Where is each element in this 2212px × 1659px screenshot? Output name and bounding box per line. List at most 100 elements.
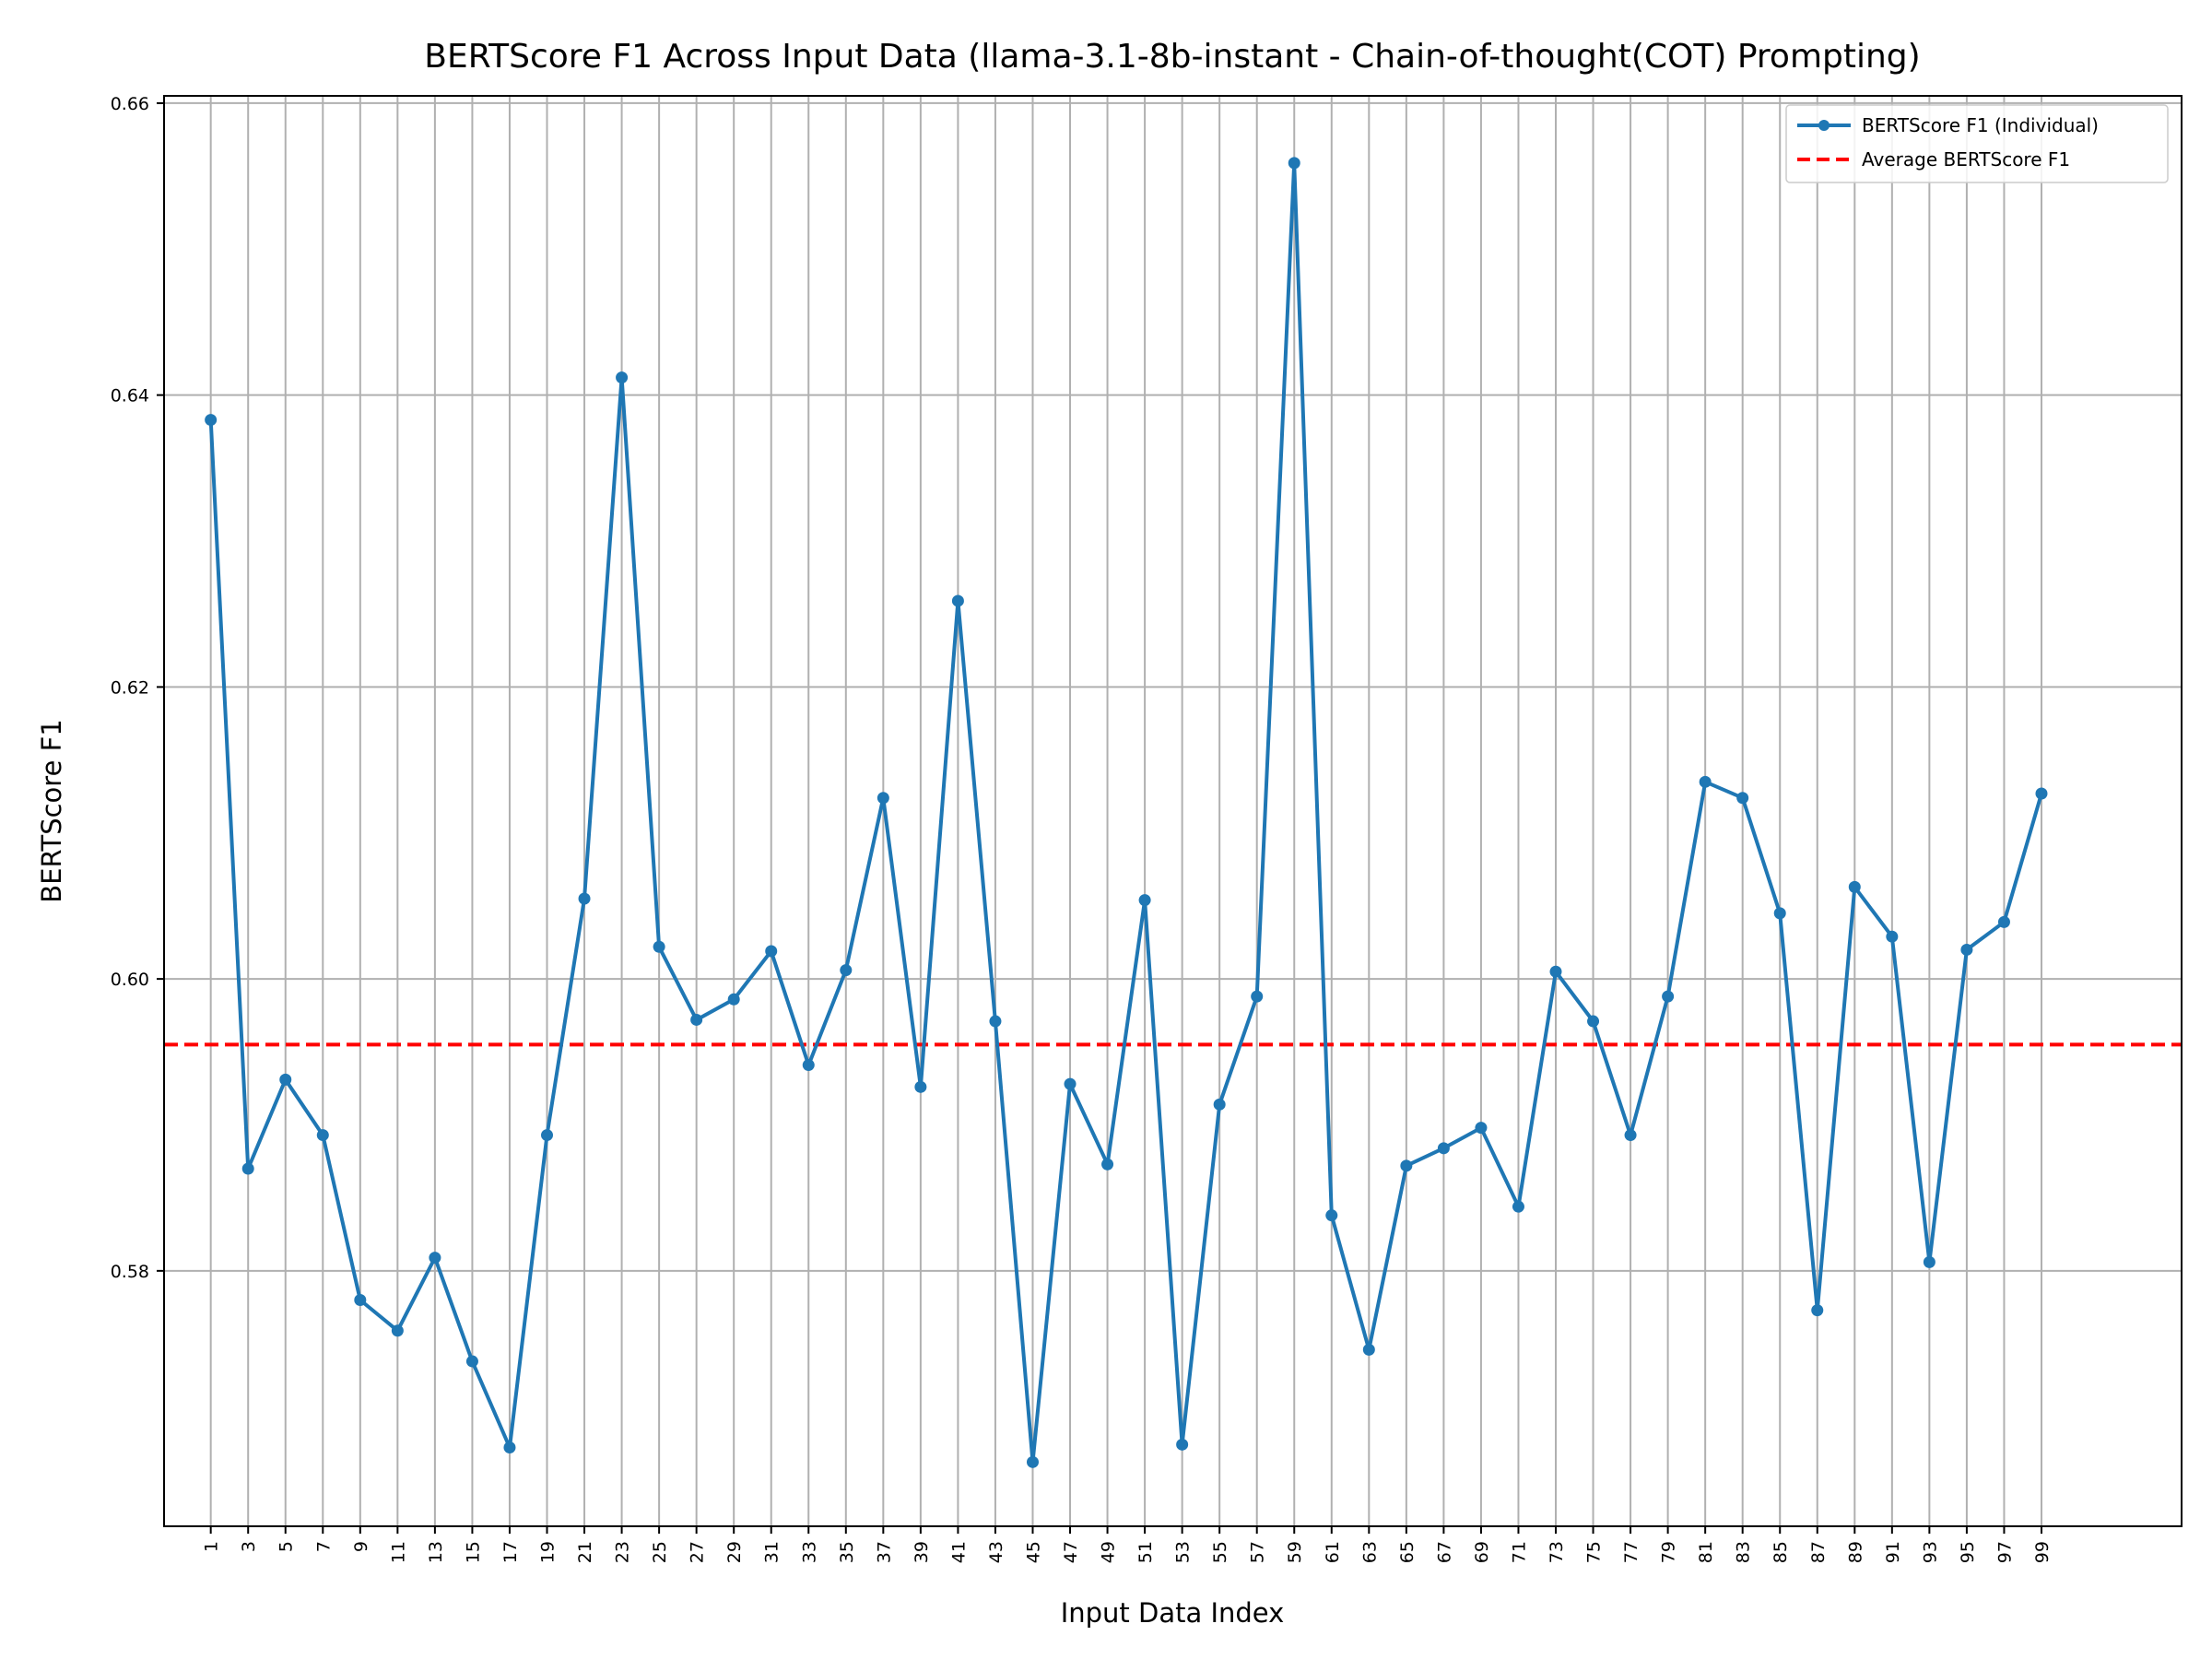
data-point xyxy=(1064,1077,1077,1090)
x-tick-label: 21 xyxy=(575,1541,595,1563)
data-point xyxy=(205,414,218,427)
x-tick-label: 35 xyxy=(837,1541,857,1563)
data-point xyxy=(1848,880,1861,893)
data-point xyxy=(989,1015,1002,1028)
chart-legend: BERTScore F1 (Individual) Average BERTSc… xyxy=(1785,104,2169,183)
x-tick-label: 65 xyxy=(1397,1541,1418,1563)
data-point xyxy=(1549,965,1562,978)
data-point xyxy=(877,792,889,805)
x-tick-label: 55 xyxy=(1210,1541,1230,1563)
x-tick-label: 49 xyxy=(1099,1541,1119,1563)
x-tick-label: 45 xyxy=(1023,1541,1043,1563)
x-tick-label: 19 xyxy=(538,1541,559,1563)
x-axis-ticks: 1 3 5 7 9 11 13 15 17 19 21 23 25 27 29 31 33 35 37 39 41 43 4… xyxy=(202,1526,2053,1563)
x-tick-label: 99 xyxy=(2032,1541,2053,1563)
data-point xyxy=(1138,894,1151,907)
x-tick-label: 53 xyxy=(1173,1541,1194,1563)
data-point xyxy=(241,1162,254,1175)
data-point xyxy=(1960,943,1973,956)
grid-lines xyxy=(164,96,2182,1526)
data-point xyxy=(1512,1200,1524,1213)
data-point xyxy=(840,964,853,977)
data-point xyxy=(914,1080,927,1093)
data-point xyxy=(1773,907,1786,920)
y-axis-ticks: 0.58 0.60 0.62 0.64 0.66 xyxy=(111,94,164,1282)
x-tick-label: 5 xyxy=(276,1541,297,1552)
data-point xyxy=(727,993,740,1006)
data-point xyxy=(765,945,778,958)
data-point xyxy=(465,1355,478,1368)
series-layer xyxy=(205,157,2048,1468)
x-tick-label: 17 xyxy=(500,1541,521,1563)
legend-label-average: Average BERTScore F1 xyxy=(1862,148,2070,171)
data-point xyxy=(1437,1142,1450,1155)
data-point xyxy=(429,1252,441,1265)
data-point xyxy=(2035,787,2048,800)
data-point xyxy=(1101,1158,1114,1171)
data-point xyxy=(541,1129,554,1142)
x-tick-label: 57 xyxy=(1248,1541,1268,1563)
data-point xyxy=(653,940,665,953)
legend-box xyxy=(1785,104,2169,183)
data-point xyxy=(802,1059,815,1072)
x-tick-label: 93 xyxy=(1920,1541,1940,1563)
x-tick-label: 73 xyxy=(1547,1541,1567,1563)
data-point xyxy=(1475,1122,1488,1135)
data-point xyxy=(1699,775,1712,788)
data-point xyxy=(1325,1209,1338,1222)
data-point xyxy=(578,892,591,905)
x-tick-label: 91 xyxy=(1883,1541,1903,1563)
data-point xyxy=(1662,990,1675,1003)
data-point xyxy=(1923,1255,1936,1268)
x-tick-label: 77 xyxy=(1621,1541,1641,1563)
x-tick-label: 75 xyxy=(1584,1541,1605,1563)
data-point xyxy=(1026,1455,1039,1468)
x-tick-label: 67 xyxy=(1434,1541,1454,1563)
x-tick-label: 11 xyxy=(388,1541,408,1563)
x-tick-label: 3 xyxy=(239,1541,259,1552)
x-axis-label: Input Data Index xyxy=(1061,1597,1285,1629)
x-tick-label: 9 xyxy=(351,1541,371,1552)
x-tick-label: 71 xyxy=(1509,1541,1529,1563)
x-tick-label: 31 xyxy=(762,1541,782,1563)
x-tick-label: 37 xyxy=(874,1541,894,1563)
x-tick-label: 25 xyxy=(650,1541,670,1563)
x-tick-label: 1 xyxy=(202,1541,222,1552)
x-tick-label: 83 xyxy=(1734,1541,1754,1563)
y-tick-label: 0.64 xyxy=(111,386,149,406)
x-tick-label: 69 xyxy=(1472,1541,1492,1563)
x-tick-label: 59 xyxy=(1285,1541,1305,1563)
x-tick-label: 47 xyxy=(1061,1541,1081,1563)
x-tick-label: 33 xyxy=(799,1541,819,1563)
data-point xyxy=(354,1294,367,1307)
legend-marker-individual xyxy=(1818,120,1830,131)
data-point xyxy=(690,1013,703,1026)
x-tick-label: 97 xyxy=(1994,1541,2015,1563)
y-tick-label: 0.62 xyxy=(111,677,149,698)
x-tick-label: 61 xyxy=(1323,1541,1343,1563)
data-point xyxy=(1624,1129,1637,1142)
y-tick-label: 0.58 xyxy=(111,1262,149,1282)
x-tick-label: 29 xyxy=(724,1541,745,1563)
x-tick-label: 87 xyxy=(1808,1541,1829,1563)
x-tick-label: 39 xyxy=(912,1541,932,1563)
y-tick-label: 0.60 xyxy=(111,970,149,990)
x-tick-label: 13 xyxy=(426,1541,446,1563)
x-tick-label: 27 xyxy=(688,1541,708,1563)
x-tick-label: 43 xyxy=(986,1541,1006,1563)
data-point xyxy=(503,1441,516,1453)
data-point xyxy=(1997,915,2010,928)
x-tick-label: 85 xyxy=(1771,1541,1791,1563)
series-line xyxy=(208,160,2043,1465)
x-tick-label: 51 xyxy=(1135,1541,1156,1563)
x-tick-label: 15 xyxy=(463,1541,483,1563)
plot-frame xyxy=(163,95,2183,1527)
data-point xyxy=(1736,792,1749,805)
data-point xyxy=(391,1324,404,1337)
data-point xyxy=(1251,990,1264,1003)
x-tick-label: 41 xyxy=(948,1541,969,1563)
data-point xyxy=(1811,1304,1824,1317)
